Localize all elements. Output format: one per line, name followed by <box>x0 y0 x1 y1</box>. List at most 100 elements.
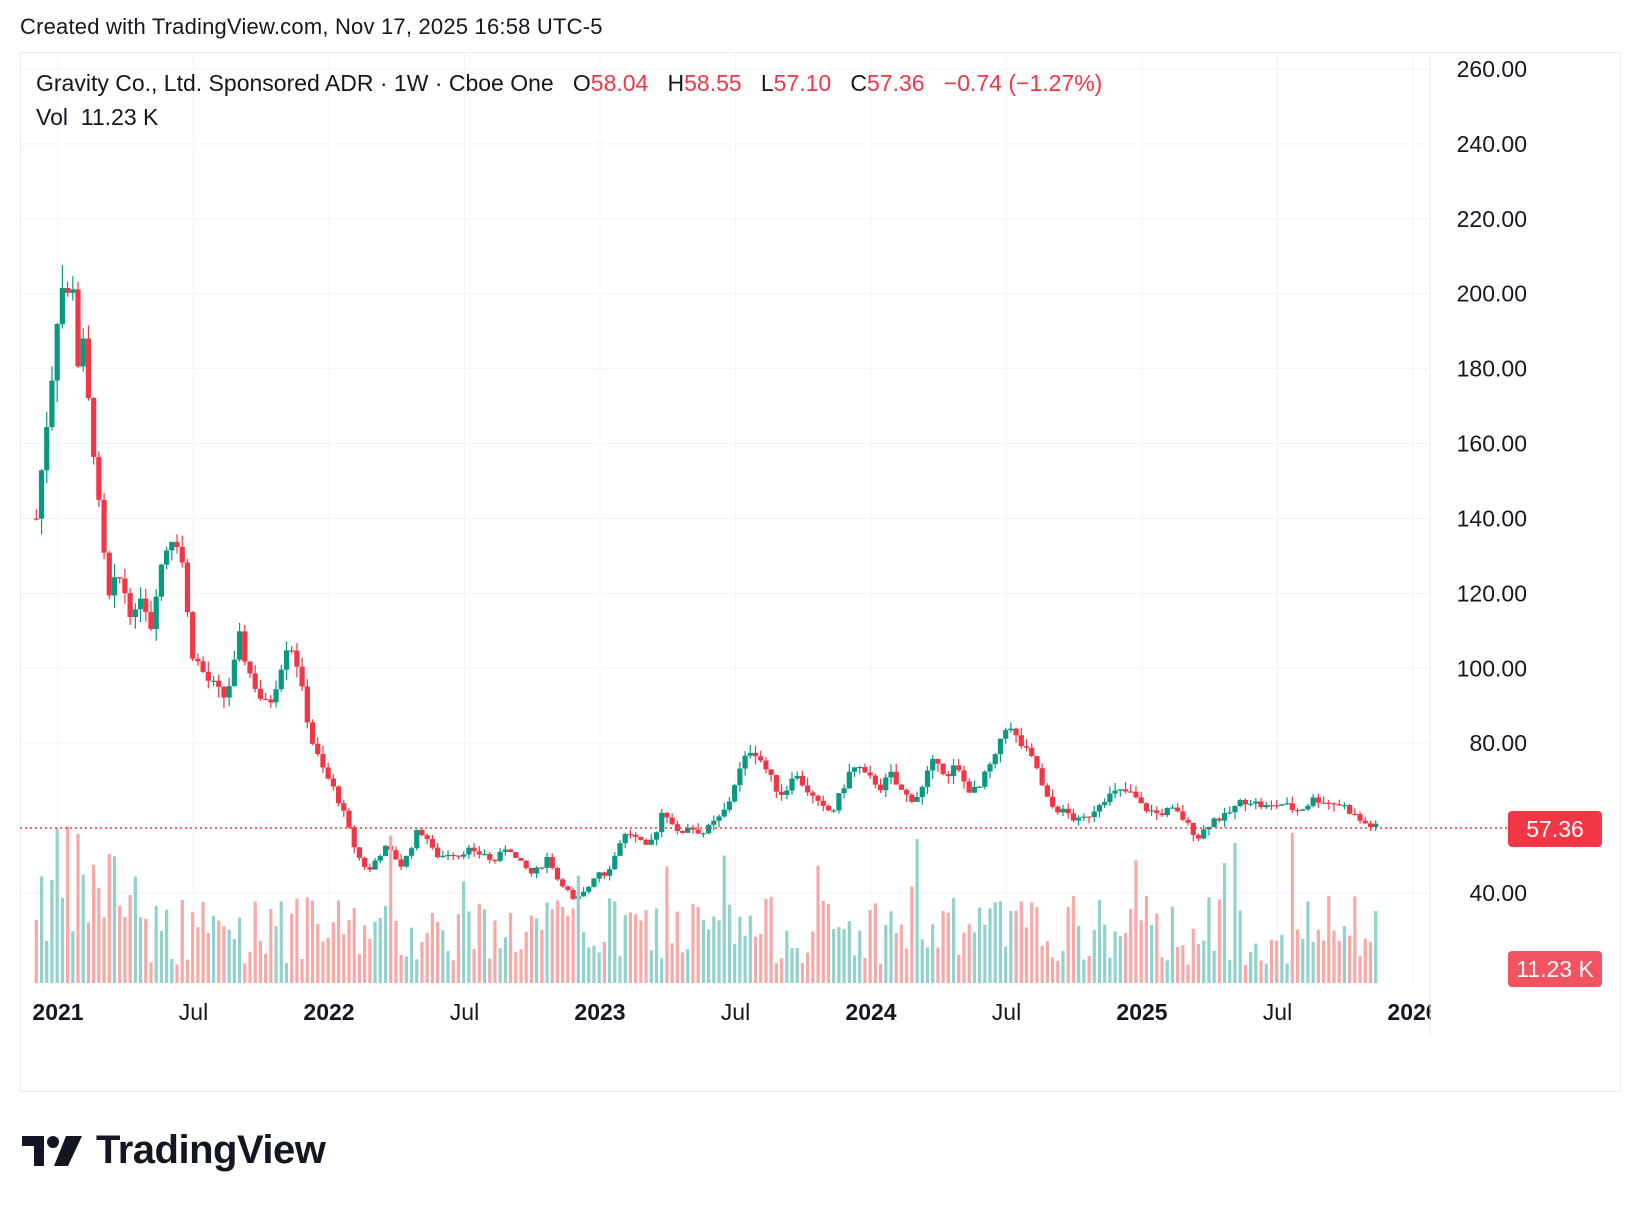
volume-bar <box>1118 936 1122 983</box>
volume-bar <box>331 922 335 983</box>
volume-bar <box>1155 913 1159 983</box>
volume-bar <box>503 937 507 983</box>
volume-bar <box>1045 941 1049 983</box>
candle-body <box>909 794 915 802</box>
volume-bar <box>305 897 309 983</box>
candle-body <box>851 767 858 772</box>
candle-body <box>1159 813 1165 816</box>
volume-bar <box>258 940 263 983</box>
volume-bar <box>832 929 836 983</box>
y-tick-label: 180.00 <box>1457 356 1527 382</box>
legend-close-label: C <box>850 70 868 96</box>
volume-bar <box>295 898 299 983</box>
volume-bar <box>154 905 158 983</box>
candle-body <box>127 593 133 617</box>
volume-bar <box>1280 934 1284 983</box>
volume-bar <box>670 943 674 983</box>
candle-body <box>1175 807 1181 812</box>
volume-bar <box>545 902 549 983</box>
x-tick-label: 2024 <box>845 999 896 1025</box>
candle-body <box>721 809 727 817</box>
candle-body <box>80 338 86 367</box>
volume-bar <box>1108 957 1112 983</box>
candle-body <box>799 775 806 786</box>
candle-body <box>747 752 753 756</box>
volume-bar <box>550 909 554 983</box>
candle-body <box>685 827 691 833</box>
volume-bar <box>399 954 403 983</box>
candle-body <box>992 754 998 765</box>
volume-bar <box>821 900 825 983</box>
volume-bar <box>894 932 898 983</box>
volume-bar <box>602 942 606 983</box>
candle-body <box>481 854 488 856</box>
volume-bar <box>654 908 659 983</box>
volume-bar <box>680 952 685 983</box>
volume-bar <box>493 920 497 983</box>
price-chart[interactable]: 260.00 240.00 220.00 200.00 180.00 160.00 140.… <box>0 0 1644 1100</box>
candle-body <box>825 805 832 811</box>
volume-bar <box>185 959 190 983</box>
axis-mask <box>1431 990 1471 1030</box>
candle-body <box>1076 817 1082 821</box>
volume-bar <box>1332 930 1336 983</box>
volume-bar <box>701 920 705 983</box>
candle-body <box>117 577 123 579</box>
candle-body <box>184 562 191 613</box>
volume-bar <box>462 881 466 983</box>
x-tick-label: 2021 <box>32 999 83 1025</box>
volume-bar <box>665 866 669 983</box>
volume-bar <box>425 932 429 983</box>
candle-body <box>179 546 185 563</box>
volume-bar <box>45 940 49 983</box>
candle-body <box>1112 790 1118 794</box>
x-tick-label: Jul <box>992 999 1021 1025</box>
volume-bar <box>467 911 471 983</box>
volume-bar <box>1301 938 1305 983</box>
volume-bar <box>1071 896 1076 983</box>
candle-body <box>690 827 696 830</box>
volume-bar <box>352 907 356 983</box>
volume-bar <box>1306 901 1310 983</box>
volume-bar <box>1290 832 1294 983</box>
volume-bar <box>899 924 904 983</box>
volume-bar <box>967 924 971 983</box>
candle-body <box>461 854 467 857</box>
volume-bar <box>529 915 534 983</box>
volume-bar <box>326 937 330 983</box>
volume-bar <box>743 935 747 983</box>
candle-body <box>643 839 649 845</box>
volume-bar <box>65 826 70 983</box>
candle-body <box>137 598 144 610</box>
candle-body <box>263 698 269 701</box>
volume-bar <box>92 864 96 983</box>
candle-body <box>1315 797 1321 803</box>
volume-bar <box>811 931 815 983</box>
volume-bar <box>394 920 398 983</box>
candle-body <box>893 771 899 785</box>
volume-bar <box>363 925 367 983</box>
candle-body <box>356 847 363 858</box>
volume-bar <box>1337 940 1341 983</box>
candle-body <box>773 774 779 792</box>
volume-bar <box>1285 963 1289 983</box>
volume-bar <box>316 924 320 983</box>
candle-body <box>367 867 373 870</box>
y-tick-label: 220.00 <box>1457 206 1527 232</box>
candle-body <box>1081 816 1087 818</box>
candle-body <box>737 768 743 786</box>
volume-bar <box>1196 944 1201 983</box>
candle-body <box>414 829 420 849</box>
volume-bar <box>1342 926 1347 983</box>
volume-bar <box>1321 940 1326 983</box>
candle-body <box>335 786 342 804</box>
volume-bar <box>769 896 773 983</box>
volume-bar <box>378 918 382 983</box>
candle-body <box>1154 810 1160 814</box>
volume-bar <box>571 908 575 983</box>
volume-bar <box>514 952 518 983</box>
candle-body <box>1242 800 1248 805</box>
tradingview-logo[interactable]: TradingView <box>22 1128 326 1173</box>
volume-bar <box>717 920 721 983</box>
volume-bar <box>1024 927 1029 983</box>
